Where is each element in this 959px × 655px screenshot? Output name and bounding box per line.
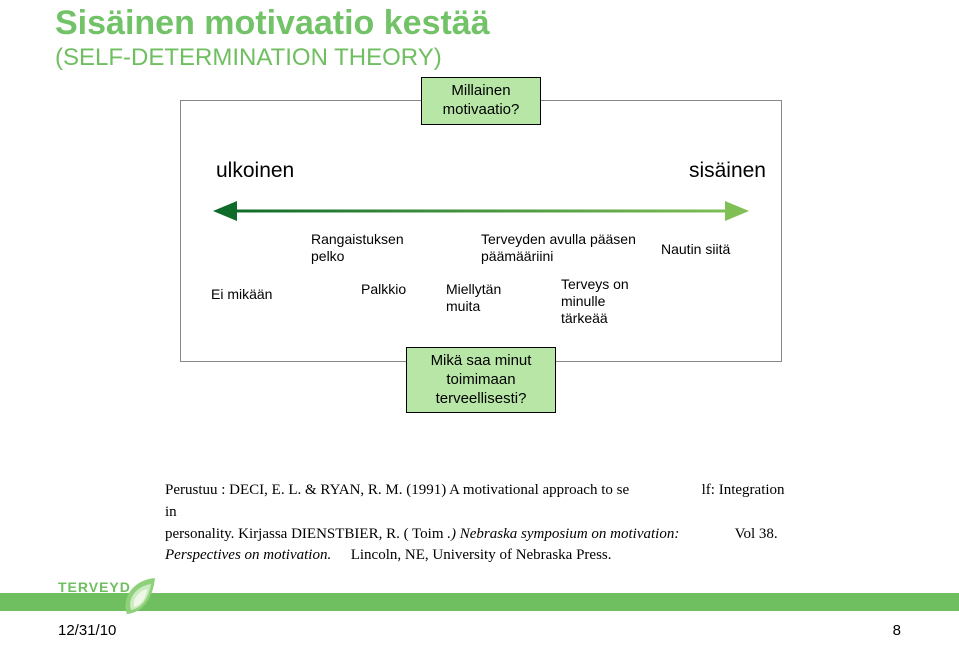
label-please: Miellytän muita — [446, 281, 526, 315]
citation-line2b: .) Nebraska symposium on motivation: — [447, 526, 679, 542]
page-title: Sisäinen motivaatio kestää — [55, 6, 490, 40]
footer-date: 12/31/10 — [58, 622, 116, 639]
page-subtitle: (SELF-DETERMINATION THEORY) — [55, 44, 442, 72]
citation-line2c: Vol 38. — [735, 526, 778, 542]
label-enjoy: Nautin siitä — [661, 241, 730, 258]
citation-line1a: Perustuu : DECI, E. L. & RYAN, R. M. (19… — [165, 482, 629, 498]
citation-line2a: personality. Kirjassa DIENSTBIER, R. ( T… — [165, 526, 444, 542]
footer-page-number: 8 — [893, 622, 901, 639]
label-reward: Palkkio — [361, 281, 406, 298]
citation-text: Perustuu : DECI, E. L. & RYAN, R. M. (19… — [165, 480, 785, 567]
leaf-logo-icon — [119, 574, 165, 620]
label-sisainen: sisäinen — [689, 159, 766, 183]
spectrum-arrow — [213, 199, 749, 223]
label-punishment: Rangaistuksen pelko — [311, 231, 431, 265]
bottom-question-box: Mikä saa minut toimimaan terveellisesti? — [406, 347, 556, 413]
label-none: Ei mikään — [211, 286, 272, 303]
top-question-box: Millainen motivaatio? — [421, 77, 541, 125]
diagram-box: Millainen motivaatio? ulkoinen sisäinen … — [180, 100, 782, 362]
label-health-important: Terveys on minulle tärkeää — [561, 276, 651, 326]
label-ulkoinen: ulkoinen — [216, 159, 294, 183]
citation-line3a: Perspectives on motivation. — [165, 547, 331, 563]
citation-line3b: Lincoln, NE, University of Nebraska Pres… — [351, 547, 612, 563]
label-health-goal: Terveyden avulla pääsen päämääriini — [481, 231, 651, 265]
